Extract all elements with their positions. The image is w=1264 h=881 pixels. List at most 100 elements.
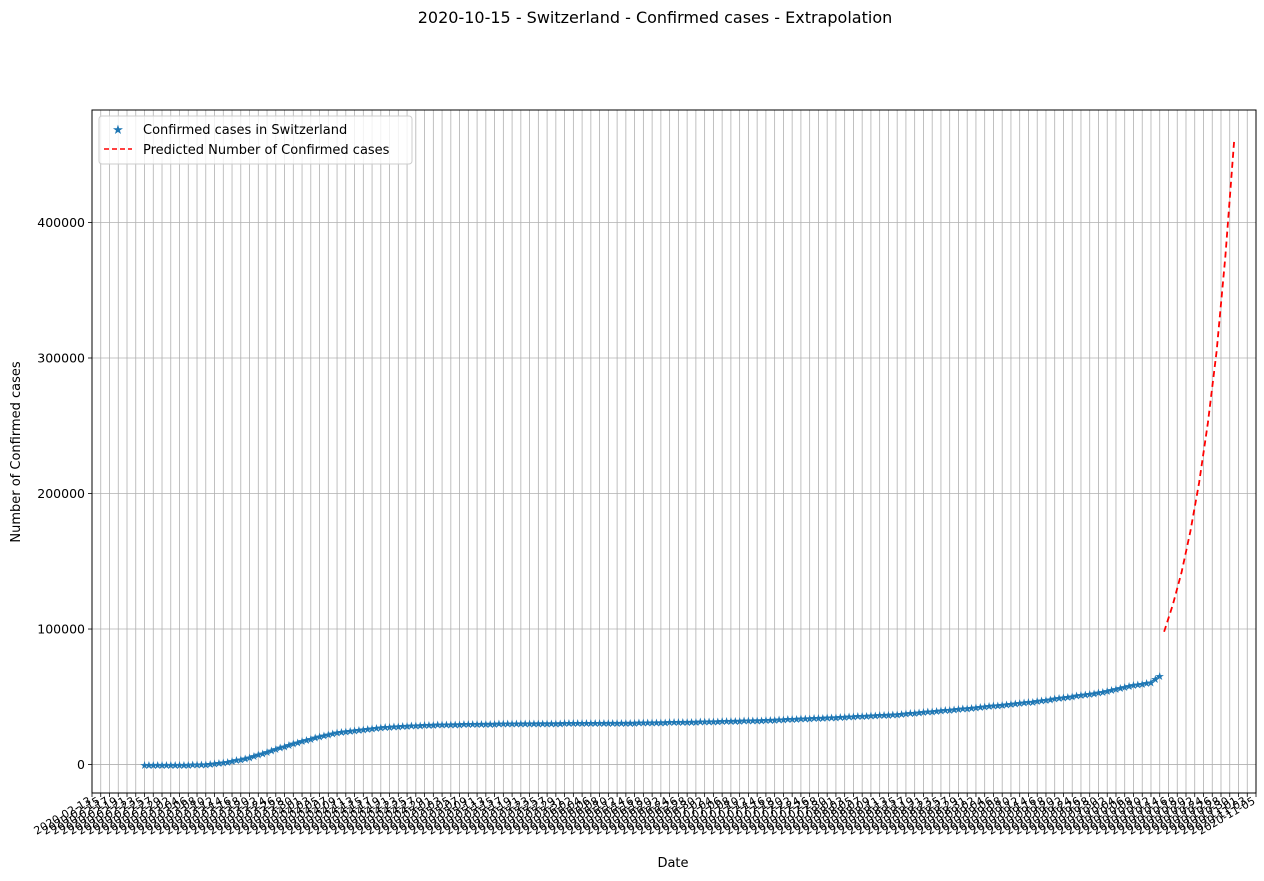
confirmed-data-point: ★ [363, 723, 373, 736]
confirmed-data-point: ★ [245, 751, 255, 764]
confirmed-data-point: ★ [577, 717, 587, 730]
confirmed-data-point: ★ [669, 716, 679, 729]
y-tick-label: 0 [77, 757, 85, 772]
confirmed-data-point: ★ [459, 718, 469, 731]
confirmed-data-point: ★ [603, 717, 613, 730]
confirmed-data-point: ★ [818, 712, 828, 725]
confirmed-data-point: ★ [1102, 685, 1112, 698]
chart-title: 2020-10-15 - Switzerland - Confirmed cas… [418, 8, 893, 27]
confirmed-data-point: ★ [813, 712, 823, 725]
confirmed-data-point: ★ [253, 749, 263, 762]
confirmed-data-point: ★ [774, 714, 784, 727]
confirmed-data-point: ★ [389, 721, 399, 734]
confirmed-data-point: ★ [840, 711, 850, 724]
confirmed-data-point: ★ [967, 702, 977, 715]
confirmed-data-point: ★ [266, 745, 276, 758]
confirmed-data-point: ★ [494, 718, 504, 731]
confirmed-data-point: ★ [993, 699, 1003, 712]
confirmed-data-point: ★ [516, 718, 526, 731]
confirmed-data-point: ★ [455, 718, 465, 731]
confirmed-data-point: ★ [590, 717, 600, 730]
confirmed-data-point: ★ [166, 759, 176, 772]
confirmed-data-point: ★ [485, 718, 495, 731]
confirmed-data-point: ★ [1094, 687, 1104, 700]
confirmed-data-point: ★ [280, 740, 290, 753]
confirmed-data-point: ★ [621, 717, 631, 730]
confirmed-data-point: ★ [713, 715, 723, 728]
confirmed-data-point: ★ [407, 720, 417, 733]
predicted-series-line [1163, 141, 1236, 633]
confirmed-data-point: ★ [468, 718, 478, 731]
confirmed-data-point: ★ [402, 720, 412, 733]
confirmed-data-point: ★ [1080, 689, 1090, 702]
confirmed-data-point: ★ [647, 717, 657, 730]
confirmed-data-point: ★ [1155, 670, 1165, 683]
confirmed-data-point: ★ [380, 721, 390, 734]
confirmed-data-point: ★ [236, 753, 246, 766]
confirmed-data-point: ★ [783, 713, 793, 726]
confirmed-data-point: ★ [310, 732, 320, 745]
confirmed-data-point: ★ [722, 715, 732, 728]
confirmed-data-point: ★ [1146, 676, 1156, 689]
confirmed-data-point: ★ [262, 746, 272, 759]
confirmed-data-point: ★ [853, 710, 863, 723]
confirmed-data-point: ★ [971, 701, 981, 714]
confirmed-data-point: ★ [214, 757, 224, 770]
confirmed-data-point: ★ [1019, 697, 1029, 710]
confirmed-data-point: ★ [446, 718, 456, 731]
confirmed-data-point: ★ [997, 699, 1007, 712]
confirmed-data-point: ★ [533, 717, 543, 730]
confirmed-data-point: ★ [844, 711, 854, 724]
confirmed-data-point: ★ [599, 717, 609, 730]
confirmed-data-point: ★ [757, 714, 767, 727]
confirmed-data-point: ★ [542, 717, 552, 730]
confirmed-data-point: ★ [424, 719, 434, 732]
confirmed-data-point: ★ [323, 729, 333, 742]
confirmed-data-point: ★ [411, 720, 421, 733]
confirmed-data-point: ★ [708, 715, 718, 728]
confirmed-data-point: ★ [481, 718, 491, 731]
confirmed-data-point: ★ [879, 709, 889, 722]
confirmed-data-point: ★ [1089, 687, 1099, 700]
confirmed-data-point: ★ [582, 717, 592, 730]
confirmed-data-point: ★ [450, 718, 460, 731]
confirmed-data-point: ★ [442, 719, 452, 732]
confirmed-data-point: ★ [726, 715, 736, 728]
confirmed-data-point: ★ [385, 721, 395, 734]
y-axis-label: Number of Confirmed cases [9, 361, 24, 543]
confirmed-data-point: ★ [297, 735, 307, 748]
confirmed-data-point: ★ [940, 704, 950, 717]
confirmed-data-point: ★ [560, 717, 570, 730]
confirmed-data-point: ★ [525, 717, 535, 730]
confirmed-data-point: ★ [271, 743, 281, 756]
confirmed-data-point: ★ [529, 717, 539, 730]
confirmed-data-point: ★ [875, 709, 885, 722]
confirmed-data-point: ★ [905, 707, 915, 720]
confirmed-data-point: ★ [1107, 684, 1117, 697]
confirmed-data-point: ★ [275, 742, 285, 755]
confirmed-data-point: ★ [507, 718, 517, 731]
confirmed-data-point: ★ [192, 759, 202, 772]
confirmed-data-point: ★ [188, 759, 198, 772]
confirmed-data-point: ★ [433, 719, 443, 732]
series-layer: ★★★★★★★★★★★★★★★★★★★★★★★★★★★★★★★★★★★★★★★★… [140, 141, 1236, 772]
confirmed-data-point: ★ [157, 759, 167, 772]
confirmed-data-point: ★ [1024, 696, 1034, 709]
confirmed-data-point: ★ [201, 758, 211, 771]
y-tick-label: 300000 [37, 350, 85, 365]
confirmed-data-point: ★ [980, 701, 990, 714]
confirmed-data-point: ★ [787, 713, 797, 726]
confirmed-data-point: ★ [1006, 698, 1016, 711]
confirmed-data-point: ★ [761, 714, 771, 727]
confirmed-data-point: ★ [870, 709, 880, 722]
confirmed-data-point: ★ [161, 759, 171, 772]
confirmed-data-point: ★ [643, 717, 653, 730]
confirmed-data-point: ★ [800, 713, 810, 726]
confirmed-data-point: ★ [512, 718, 522, 731]
grid [91, 110, 1257, 793]
confirmed-data-point: ★ [398, 720, 408, 733]
confirmed-data-point: ★ [923, 706, 933, 719]
confirmed-data-point: ★ [140, 759, 150, 772]
legend-box [98, 115, 413, 165]
